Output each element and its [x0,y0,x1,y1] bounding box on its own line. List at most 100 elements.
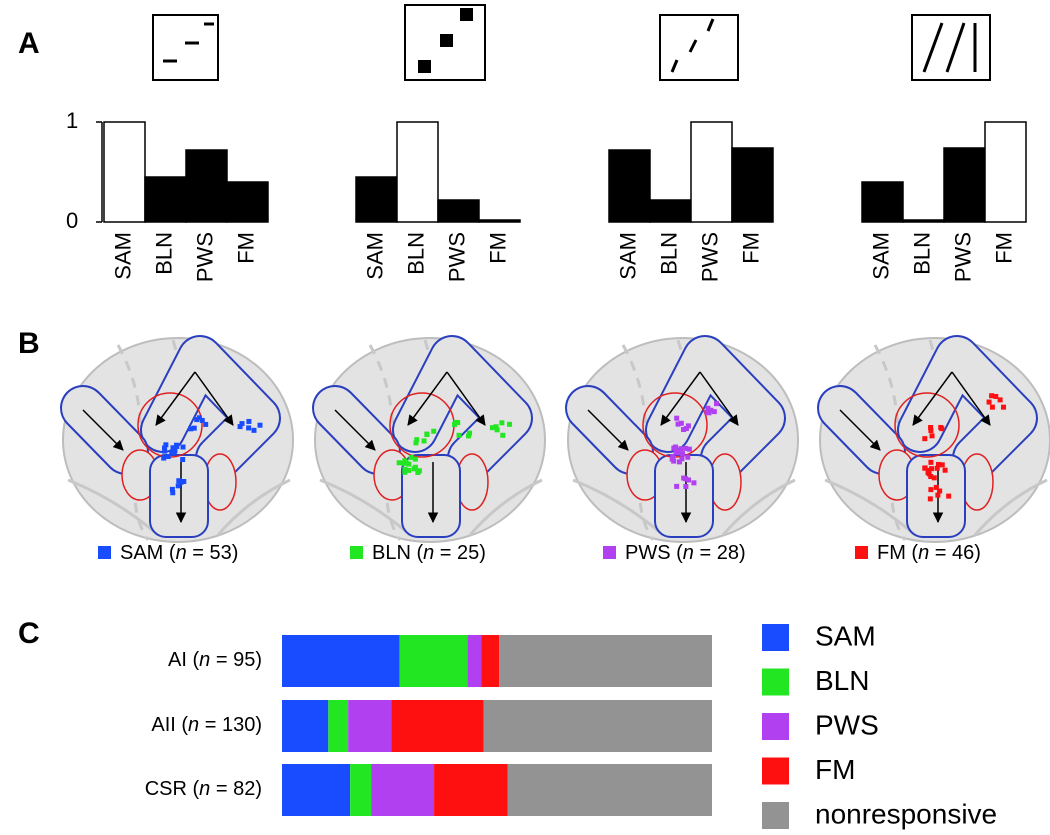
x-tick-label: PWS [950,232,975,282]
bar [731,147,774,223]
label-part: n [918,542,929,564]
response-dot [494,427,500,433]
response-dot [493,424,499,430]
bar-segment [481,635,500,687]
stimulus-icon [152,14,219,81]
x-tick-label: PWS [192,232,217,282]
response-dot [1001,404,1007,410]
response-dot [401,460,407,466]
response-dot [246,425,252,431]
bar [984,121,1027,223]
response-dot [421,438,427,444]
label-part: n [199,778,210,800]
response-dot [466,433,472,439]
response-dot [170,490,176,496]
response-dot [706,410,712,416]
response-dot [931,475,937,481]
legend-swatch [762,668,789,696]
response-dot [670,454,676,460]
stimulus-icon [404,4,486,81]
response-dot [163,442,169,448]
label-part: = 95) [210,649,262,671]
response-dot [257,422,263,428]
bar [144,176,187,223]
response-dot [396,460,402,466]
response-dot [674,415,680,421]
response-dot [934,465,940,471]
response-dot [946,493,952,499]
response-dot [500,432,506,438]
response-dot [178,479,184,485]
response-dot [935,492,941,498]
bar [690,121,733,223]
x-tick-label: FM [485,232,510,264]
response-dot [191,425,197,431]
response-dot [453,419,459,425]
bar-segment [282,635,400,687]
response-dot [431,428,437,434]
label-part: = 82) [210,778,262,800]
response-dot [499,420,505,426]
bar [396,121,439,223]
legend-label: SAM [815,620,876,651]
bar-segment [282,700,329,752]
x-tick-label: BLN [656,232,681,275]
response-dot [507,421,513,427]
label-part: n [683,542,694,564]
response-dot [928,459,934,465]
response-dot [705,405,711,411]
response-dot [683,483,689,489]
response-dot [928,487,934,493]
response-dot [203,421,209,427]
response-dot [933,484,939,490]
response-dot [927,496,933,502]
legend-swatch [762,624,789,651]
response-dot [413,440,419,446]
y-category-label: AI (n = 95) [168,649,262,671]
bar [103,121,146,223]
response-dot [411,466,417,472]
panel-label: B [18,327,40,360]
response-dot [171,449,177,455]
response-dot [928,425,934,431]
response-dot [929,433,935,439]
response-dot [402,469,408,475]
bar [902,219,945,223]
response-dot [162,445,168,451]
legend-swatch [350,546,363,559]
response-dot [942,467,948,473]
x-tick-label: BLN [403,232,428,275]
bar [943,147,986,223]
legend-swatch [762,713,789,740]
label-part: CSR ( [145,778,200,800]
response-dot [169,449,175,455]
response-dot [683,426,689,432]
label-part: n [176,542,187,564]
x-tick-label: SAM [110,232,135,280]
response-dot [456,432,462,438]
y-tick-label: 1 [66,108,78,133]
response-dot [251,427,257,433]
panel-label: A [18,27,40,60]
bar-segment [507,764,712,816]
bar-segment [371,764,435,816]
response-dot [161,455,167,461]
x-tick-label: PWS [444,232,469,282]
x-tick-label: BLN [151,232,176,275]
response-dot [239,421,245,427]
response-dot [713,401,719,407]
response-dot [929,466,935,472]
response-dot [170,445,176,451]
bar-segment [399,635,468,687]
label-part: = 53) [187,542,239,564]
legend-label: BLN (n = 25) [372,542,486,564]
response-dot [169,486,175,492]
response-dot [989,393,995,399]
legend-swatch [855,546,868,559]
legend-swatch [603,546,616,559]
legend-swatch [762,757,789,785]
bar [226,181,269,223]
legend-label: PWS [815,709,879,740]
x-tick-label: SAM [615,232,640,280]
